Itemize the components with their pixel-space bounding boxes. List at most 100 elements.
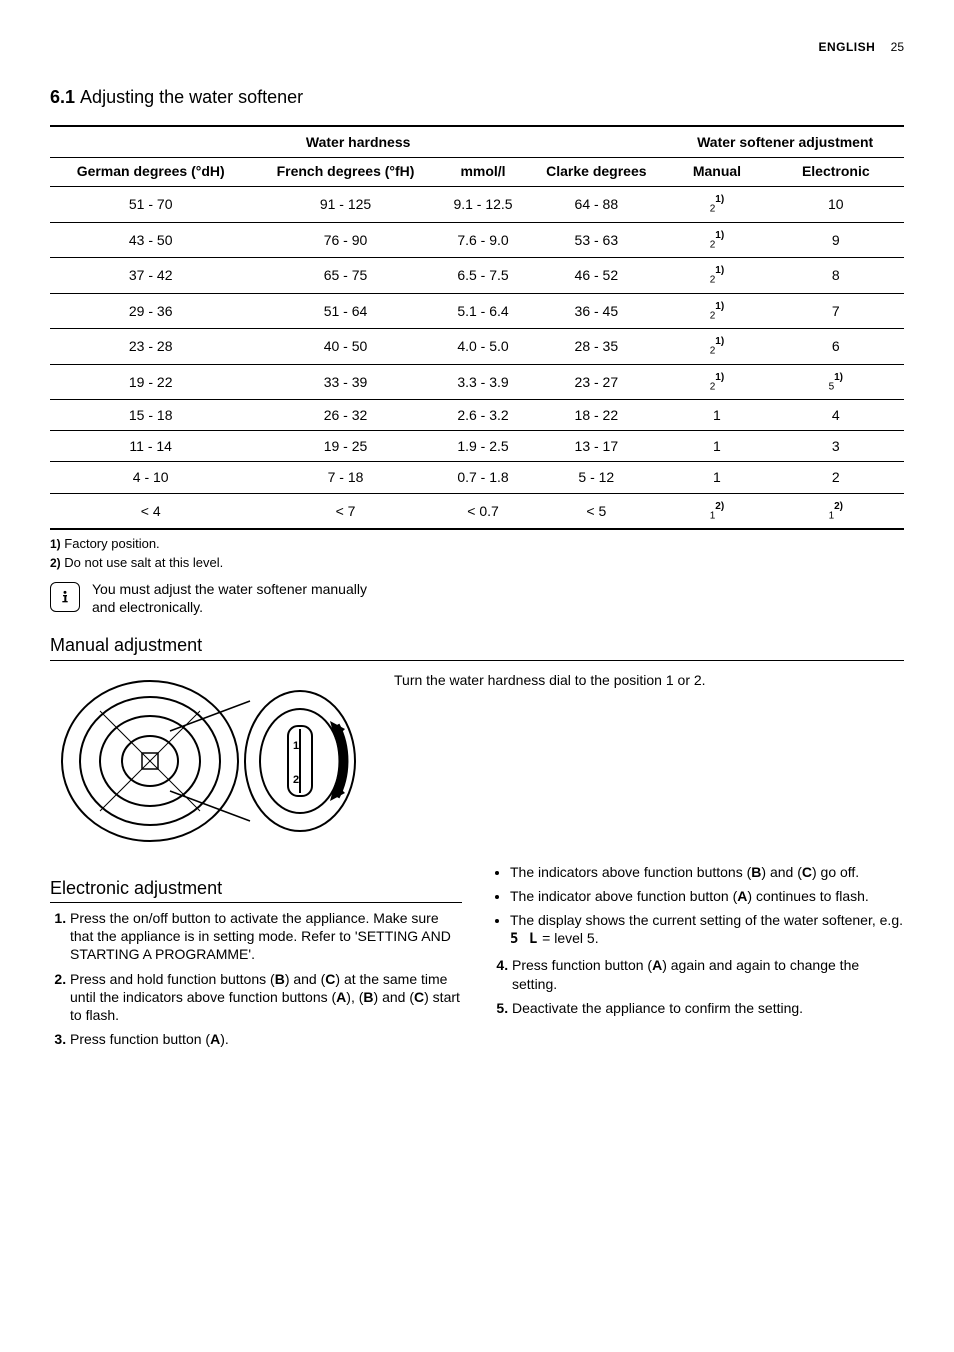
table-cell: 76 - 90 xyxy=(251,222,439,257)
section-heading: 6.1 Adjusting the water softener xyxy=(50,86,904,109)
table-cell-manual: 21) xyxy=(666,364,767,399)
table-cell: 51 - 64 xyxy=(251,293,439,328)
table-cell: 53 - 63 xyxy=(526,222,666,257)
table-cell: 46 - 52 xyxy=(526,258,666,293)
col-clarke: Clarke degrees xyxy=(526,158,666,187)
bullet-1: The indicators above function buttons (B… xyxy=(510,863,904,881)
table-cell: 64 - 88 xyxy=(526,187,666,222)
col-mmol: mmol/l xyxy=(440,158,527,187)
table-cell: 19 - 25 xyxy=(251,431,439,462)
table-row: 11 - 1419 - 251.9 - 2.513 - 1713 xyxy=(50,431,904,462)
table-cell: 1.9 - 2.5 xyxy=(440,431,527,462)
footnote-1-mark: 1) xyxy=(50,537,61,551)
table-cell: 19 - 22 xyxy=(50,364,251,399)
footnote-1: 1) Factory position. xyxy=(50,536,904,553)
col-electronic: Electronic xyxy=(768,158,904,187)
table-cell: 36 - 45 xyxy=(526,293,666,328)
table-cell-electronic: 2 xyxy=(768,462,904,493)
table-cell: < 4 xyxy=(50,493,251,529)
footnote-2: 2) Do not use salt at this level. xyxy=(50,555,904,572)
table-cell-electronic: 6 xyxy=(768,329,904,364)
info-note-row: You must adjust the water softener manua… xyxy=(50,580,904,616)
table-cell: < 5 xyxy=(526,493,666,529)
table-cell: 91 - 125 xyxy=(251,187,439,222)
table-row: 19 - 2233 - 393.3 - 3.923 - 2721)51) xyxy=(50,364,904,399)
table-row: 23 - 2840 - 504.0 - 5.028 - 3521)6 xyxy=(50,329,904,364)
step-2: Press and hold function buttons (B) and … xyxy=(70,970,462,1025)
table-cell: 23 - 27 xyxy=(526,364,666,399)
table-cell: 4.0 - 5.0 xyxy=(440,329,527,364)
col-german: German degrees (°dH) xyxy=(50,158,251,187)
table-cell: 51 - 70 xyxy=(50,187,251,222)
table-cell: 43 - 50 xyxy=(50,222,251,257)
table-cell: 2.6 - 3.2 xyxy=(440,400,527,431)
footnote-2-mark: 2) xyxy=(50,556,61,570)
table-cell: 29 - 36 xyxy=(50,293,251,328)
table-cell: 26 - 32 xyxy=(251,400,439,431)
table-cell: 6.5 - 7.5 xyxy=(440,258,527,293)
table-cell: 28 - 35 xyxy=(526,329,666,364)
group-header-softener: Water softener adjustment xyxy=(666,126,904,158)
table-cell: 7.6 - 9.0 xyxy=(440,222,527,257)
display-segment: 5 L xyxy=(510,931,538,947)
info-icon xyxy=(50,582,80,612)
footnote-1-text: Factory position. xyxy=(64,536,159,551)
group-header-hardness: Water hardness xyxy=(50,126,666,158)
table-row: < 4< 7< 0.7< 512)12) xyxy=(50,493,904,529)
page-header: ENGLISH 25 xyxy=(50,40,904,56)
table-row: 29 - 3651 - 645.1 - 6.436 - 4521)7 xyxy=(50,293,904,328)
table-cell-electronic: 4 xyxy=(768,400,904,431)
info-note-text: You must adjust the water softener manua… xyxy=(92,580,392,616)
table-cell: 7 - 18 xyxy=(251,462,439,493)
table-cell: 18 - 22 xyxy=(526,400,666,431)
table-row: 37 - 4265 - 756.5 - 7.546 - 5221)8 xyxy=(50,258,904,293)
table-cell: 9.1 - 12.5 xyxy=(440,187,527,222)
table-cell: < 7 xyxy=(251,493,439,529)
section-number: 6.1 xyxy=(50,87,75,107)
water-hardness-table: Water hardness Water softener adjustment… xyxy=(50,125,904,530)
table-cell-manual: 21) xyxy=(666,258,767,293)
table-cell: 40 - 50 xyxy=(251,329,439,364)
table-cell: 13 - 17 xyxy=(526,431,666,462)
step-3: Press function button (A). xyxy=(70,1030,462,1048)
table-cell: 0.7 - 1.8 xyxy=(440,462,527,493)
manual-text: Turn the water hardness dial to the posi… xyxy=(394,671,904,851)
table-cell-manual: 1 xyxy=(666,462,767,493)
table-cell: < 0.7 xyxy=(440,493,527,529)
table-cell-electronic: 3 xyxy=(768,431,904,462)
table-cell: 23 - 28 xyxy=(50,329,251,364)
footnotes: 1) Factory position. 2) Do not use salt … xyxy=(50,536,904,572)
svg-text:1: 1 xyxy=(293,740,299,752)
svg-text:2: 2 xyxy=(293,774,299,786)
table-cell: 5 - 12 xyxy=(526,462,666,493)
table-cell: 15 - 18 xyxy=(50,400,251,431)
table-cell-electronic: 8 xyxy=(768,258,904,293)
table-cell-manual: 21) xyxy=(666,293,767,328)
table-cell: 5.1 - 6.4 xyxy=(440,293,527,328)
electronic-steps-left: Press the on/off button to activate the … xyxy=(50,909,462,1048)
electronic-steps-right: Press function button (A) again and agai… xyxy=(492,956,904,1017)
col-manual: Manual xyxy=(666,158,767,187)
table-cell-manual: 1 xyxy=(666,431,767,462)
language-label: ENGLISH xyxy=(818,40,875,54)
step-5: Deactivate the appliance to confirm the … xyxy=(512,999,904,1017)
table-row: 51 - 7091 - 1259.1 - 12.564 - 8821)10 xyxy=(50,187,904,222)
table-cell-electronic: 9 xyxy=(768,222,904,257)
step-1: Press the on/off button to activate the … xyxy=(70,909,462,964)
table-row: 43 - 5076 - 907.6 - 9.053 - 6321)9 xyxy=(50,222,904,257)
bullet-2: The indicator above function button (A) … xyxy=(510,887,904,905)
step-4: Press function button (A) again and agai… xyxy=(512,956,904,992)
table-cell-electronic: 12) xyxy=(768,493,904,529)
section-title: Adjusting the water softener xyxy=(80,87,303,107)
table-cell-manual: 21) xyxy=(666,187,767,222)
table-cell: 11 - 14 xyxy=(50,431,251,462)
table-row: 15 - 1826 - 322.6 - 3.218 - 2214 xyxy=(50,400,904,431)
table-cell: 3.3 - 3.9 xyxy=(440,364,527,399)
table-cell-electronic: 51) xyxy=(768,364,904,399)
table-cell-manual: 12) xyxy=(666,493,767,529)
table-row: 4 - 107 - 180.7 - 1.85 - 1212 xyxy=(50,462,904,493)
footnote-2-text: Do not use salt at this level. xyxy=(64,555,223,570)
table-cell-manual: 1 xyxy=(666,400,767,431)
col-french: French degrees (°fH) xyxy=(251,158,439,187)
manual-heading: Manual adjustment xyxy=(50,634,904,660)
